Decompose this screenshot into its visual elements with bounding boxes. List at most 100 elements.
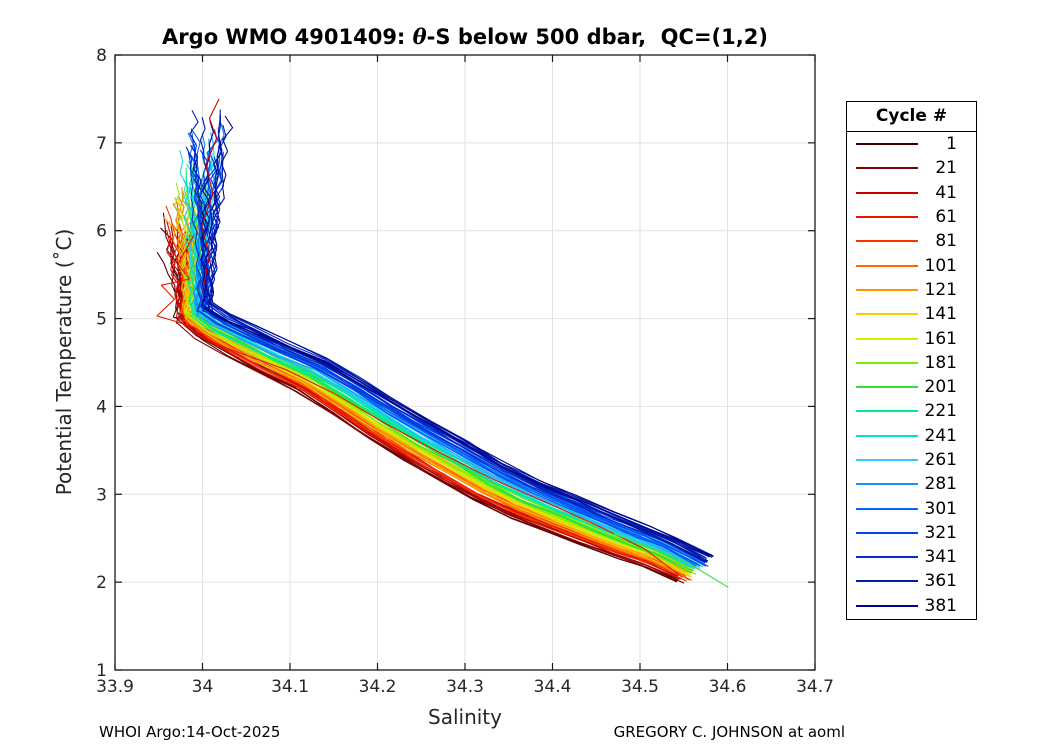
- y-tick-label: 2: [96, 573, 107, 593]
- legend-entry-label: 181: [924, 352, 957, 373]
- profile-curve: [193, 133, 699, 566]
- legend-entry: 81: [847, 229, 976, 253]
- legend-line-sample: [856, 580, 918, 583]
- theta-symbol: θ: [412, 24, 427, 49]
- y-tick-label: 6: [96, 222, 107, 242]
- profile-curve: [208, 115, 709, 562]
- x-tick-label: 34.1: [271, 677, 309, 697]
- legend-entry-label: 261: [924, 450, 957, 470]
- legend-line-sample: [856, 240, 918, 243]
- legend-entry-label: 381: [924, 595, 957, 616]
- profile-curve: [184, 197, 686, 577]
- footer-credit-text: GREGORY C. JOHNSON at aoml: [613, 723, 845, 741]
- legend-entry: 301: [847, 496, 976, 520]
- legend-entry: 321: [847, 521, 976, 545]
- y-tick-label: 4: [96, 397, 107, 417]
- profile-curve: [186, 187, 704, 568]
- legend-entry-label: 41: [935, 182, 957, 203]
- legend-line-sample: [856, 410, 918, 413]
- legend-entry: 121: [847, 278, 976, 302]
- y-tick-label: 5: [96, 310, 107, 330]
- x-tick-label: 34: [192, 677, 214, 697]
- legend-line-sample: [856, 191, 918, 194]
- y-tick-label: 7: [96, 134, 107, 154]
- profile-curve: [185, 146, 706, 559]
- legend-entry: 61: [847, 205, 976, 229]
- legend-entry-label: 341: [924, 547, 957, 568]
- legend-entry: 161: [847, 326, 976, 350]
- legend-line-sample: [856, 459, 918, 461]
- legend-entry: 221: [847, 399, 976, 423]
- profile-curve: [191, 190, 696, 566]
- legend-entry: 41: [847, 181, 976, 205]
- legend-entry: 21: [847, 156, 976, 180]
- legend-entry-label: 1: [946, 134, 957, 155]
- legend-entry-label: 141: [924, 304, 957, 325]
- y-tick-label: 3: [96, 485, 107, 505]
- profile-curve: [193, 138, 703, 562]
- footer-date-text: WHOI Argo:14-Oct-2025: [99, 723, 281, 741]
- legend-entry: 101: [847, 253, 976, 277]
- y-tick-label: 1: [96, 661, 107, 681]
- green-tail-outlier: [613, 533, 729, 588]
- profile-curve: [192, 190, 691, 568]
- profile-curve: [182, 193, 691, 574]
- x-tick-label: 34.2: [359, 677, 397, 697]
- legend-line-sample: [856, 386, 918, 389]
- profile-curve: [174, 182, 698, 570]
- y-tick-label: 8: [96, 46, 107, 66]
- x-tick-label: 34.4: [534, 677, 572, 697]
- legend-entry: 1: [847, 132, 976, 156]
- x-tick-label: 34.5: [621, 677, 659, 697]
- profile-curve: [199, 117, 706, 556]
- profile-curve: [207, 115, 706, 559]
- legend-entry-label: 201: [924, 377, 957, 398]
- legend-line-sample: [856, 434, 918, 437]
- x-tick-label: 34.3: [446, 677, 484, 697]
- legend-entry-label: 221: [924, 401, 957, 422]
- legend-entry-label: 321: [924, 522, 957, 543]
- legend-line-sample: [856, 143, 918, 146]
- x-tick-label: 33.9: [96, 677, 134, 697]
- profile-curves: [156, 98, 729, 588]
- profile-curve: [190, 128, 701, 567]
- legend-entry: 361: [847, 569, 976, 593]
- legend-line-sample: [856, 337, 918, 340]
- profile-curve: [183, 214, 690, 577]
- legend-line-sample: [856, 483, 918, 486]
- legend-line-sample: [856, 288, 918, 291]
- legend-entry-label: 361: [924, 571, 957, 592]
- profile-curve: [187, 152, 704, 561]
- legend-entry-label: 101: [924, 255, 957, 276]
- legend-entry: 141: [847, 302, 976, 326]
- legend-entry-label: 241: [924, 425, 957, 446]
- legend-entry-label: 61: [935, 207, 957, 228]
- profile-curve: [199, 149, 711, 557]
- legend-entry: 241: [847, 424, 976, 448]
- profile-curve: [179, 186, 686, 574]
- legend-line-sample: [856, 531, 918, 534]
- legend-line-sample: [856, 216, 918, 219]
- legend-line-sample: [856, 507, 918, 510]
- legend-entry: 381: [847, 594, 976, 618]
- legend-entry-label: 81: [935, 231, 957, 252]
- legend-items: 1 21 41 61 81 101 121 141 161 181 201 221 241 261 281 3…: [847, 132, 976, 618]
- plot-title-prefix: Argo WMO 4901409:: [162, 25, 413, 49]
- legend-entry-label: 161: [924, 328, 957, 349]
- x-axis-label: Salinity: [428, 705, 502, 729]
- legend-line-sample: [856, 313, 918, 316]
- legend-line-sample: [856, 167, 918, 170]
- legend-entry: 261: [847, 448, 976, 472]
- legend-line-sample: [856, 556, 918, 559]
- legend-title: Cycle #: [847, 102, 976, 132]
- legend-line-sample: [856, 604, 918, 607]
- legend-entry: 281: [847, 472, 976, 496]
- legend-line-sample: [856, 264, 918, 267]
- red-spike-to-7.5: [201, 98, 220, 293]
- plot-title: Argo WMO 4901409: θ-S below 500 dbar, QC…: [115, 24, 815, 49]
- legend-box: Cycle # 1 21 41 61 81 101 121 141 161 181 201 221 24…: [846, 101, 977, 620]
- legend-line-sample: [856, 361, 918, 364]
- plot-title-suffix: -S below 500 dbar, QC=(1,2): [426, 25, 768, 49]
